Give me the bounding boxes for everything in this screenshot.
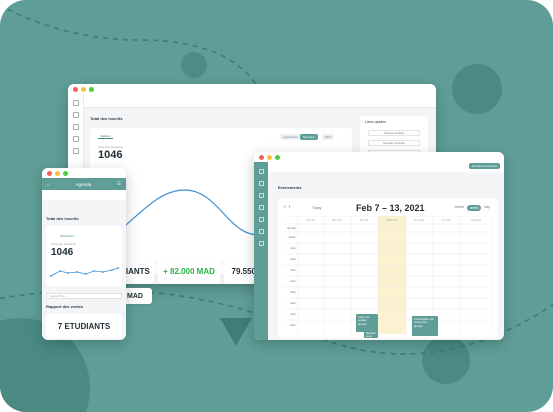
decor-circle [452, 64, 502, 114]
report-title: Rapport des ventes [46, 304, 84, 309]
decor-circle [422, 336, 470, 384]
view-month[interactable]: month [454, 205, 465, 209]
quick-links-title: Liens rapides [365, 120, 386, 124]
logo-icon: ⌂ [47, 181, 50, 187]
stat-caption: Total des étudiants [98, 145, 124, 149]
day-header: Sat 2/13 [471, 218, 481, 222]
calendar-icon[interactable] [72, 112, 79, 118]
date-range: Feb 7 – 13, 2021 [356, 203, 425, 213]
time-label: 4am [290, 279, 296, 283]
home-icon[interactable] [72, 100, 79, 106]
day-header: Tue 2/9 [360, 218, 369, 222]
top-nav [84, 94, 436, 108]
grid-icon[interactable] [258, 205, 264, 210]
time-label: 12am [288, 235, 296, 239]
maximize-dot[interactable] [89, 86, 94, 92]
home-icon[interactable] [258, 169, 264, 174]
window-titlebar [254, 152, 504, 162]
pill-month[interactable]: Mois [322, 134, 335, 140]
tile-amount: + 82.000 MAD [158, 258, 220, 284]
users-icon[interactable] [72, 124, 79, 130]
calendar-event[interactable]: Consultation de cours pour groupe [412, 316, 438, 336]
calendar-event[interactable]: Cours de soutien groupe [356, 314, 378, 332]
wallet-icon[interactable] [258, 217, 264, 222]
new-registration-button[interactable]: Nouvelle inscription [368, 140, 420, 146]
users-icon[interactable] [258, 193, 264, 198]
wallet-icon[interactable] [72, 148, 79, 154]
calendar-window: Nouvel événement Evénements ‹ › Today Fe… [254, 152, 504, 340]
view-switch: month week day [454, 205, 490, 211]
calendar-icon[interactable] [258, 181, 264, 186]
window-titlebar [42, 168, 126, 178]
today-button[interactable]: Today [312, 206, 322, 210]
pill-week[interactable]: Semaine [300, 134, 318, 140]
close-dot[interactable] [73, 86, 78, 92]
new-student-button[interactable]: Nouveau étudiant [368, 130, 420, 136]
stat-caption: Total des étudiants [51, 242, 77, 246]
chart-icon[interactable] [258, 241, 264, 246]
minimize-dot[interactable] [81, 86, 86, 92]
view-week[interactable]: week [467, 205, 482, 211]
view-day[interactable]: day [484, 205, 490, 209]
time-label: 2am [290, 257, 296, 261]
top-nav [268, 162, 504, 172]
header-title: Agenda [75, 181, 92, 187]
mini-line-chart [50, 267, 119, 277]
mobile-header: ⌂ Agenda ☰ [42, 178, 126, 190]
menu-icon[interactable]: ☰ [116, 181, 121, 186]
maximize-dot[interactable] [63, 170, 68, 176]
tile-partial: 79.550 [224, 258, 256, 284]
day-header: Thu 2/11 [414, 218, 425, 222]
tab-statistic[interactable]: Statistique [60, 234, 75, 238]
prev-next-arrows[interactable]: ‹ › [284, 204, 291, 210]
close-dot[interactable] [259, 154, 264, 160]
section-title: Evénements [278, 185, 302, 190]
time-label: 6am [290, 301, 296, 305]
tile-mad: MAD [118, 288, 152, 304]
calendar-card: ‹ › Today Feb 7 – 13, 2021 month week da… [278, 198, 498, 338]
decor-triangle [220, 318, 252, 346]
week-grid: Sun 2/7 Mon 2/8 Tue 2/9 Wed 2/10 Thu 2/1… [284, 216, 492, 334]
day-header: Sun 2/7 [307, 218, 316, 222]
stat-value: 1046 [98, 149, 123, 161]
time-label: 3am [290, 268, 296, 272]
settings-icon[interactable] [258, 229, 264, 234]
calendar-event[interactable]: Rendez-vous [364, 330, 378, 339]
stats-card: Statistique Total des étudiants 1046 [46, 226, 122, 286]
period-select[interactable]: Aujourd'hui [46, 293, 122, 299]
maximize-dot[interactable] [275, 154, 280, 160]
minimize-dot[interactable] [267, 154, 272, 160]
time-label: 1am [290, 246, 296, 250]
mobile-toolbar [42, 190, 126, 200]
day-header: Fri 2/12 [442, 218, 451, 222]
new-event-button[interactable]: Nouvel événement [468, 163, 500, 169]
section-title: Total des inscrits [46, 216, 79, 221]
all-day-label: all-day [287, 226, 296, 230]
time-label: 8am [290, 323, 296, 327]
decor-circle [181, 52, 207, 78]
window-titlebar [68, 84, 436, 94]
day-header: Wed 2/10 [386, 218, 398, 222]
section-title: Total des inscrits [90, 116, 123, 121]
students-tile: 7 ETUDIANTS [46, 314, 122, 338]
sidebar [254, 162, 268, 340]
time-label: 5am [290, 290, 296, 294]
stat-value: 1046 [51, 247, 74, 258]
close-dot[interactable] [47, 170, 52, 176]
mobile-window: ⌂ Agenda ☰ Total des inscrits Statistiqu… [42, 168, 126, 340]
minimize-dot[interactable] [55, 170, 60, 176]
pill-today[interactable]: Aujourd'hui [280, 134, 301, 140]
time-label: 7am [290, 312, 296, 316]
day-header: Mon 2/8 [332, 218, 342, 222]
tab-statistic[interactable]: Statistic [98, 134, 113, 139]
grid-icon[interactable] [72, 136, 79, 142]
